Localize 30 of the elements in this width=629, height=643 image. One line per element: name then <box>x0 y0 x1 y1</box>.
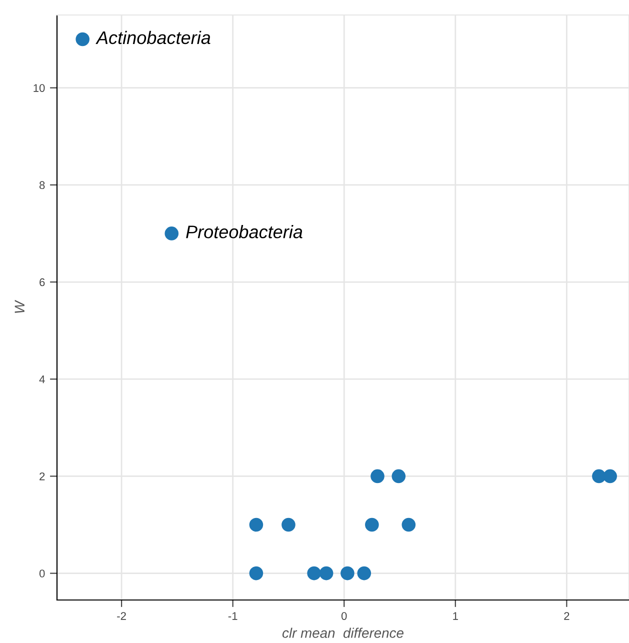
y-tick-label: 8 <box>40 181 45 190</box>
y-tick-label: 4 <box>39 375 45 384</box>
y-tick-label: 0 <box>39 570 45 578</box>
point <box>357 566 372 580</box>
x-tick-label: 0 <box>341 612 347 620</box>
annotation: Proteobacteria <box>186 225 302 238</box>
point <box>164 226 179 240</box>
point <box>392 469 406 484</box>
x-tick-label: 2 <box>564 612 570 620</box>
point <box>370 469 384 484</box>
x-tick-label: 1 <box>453 612 458 620</box>
x-tick-label: -2 <box>117 612 126 620</box>
point <box>76 32 90 46</box>
point <box>340 566 354 580</box>
point <box>402 518 416 532</box>
point <box>365 518 379 532</box>
point <box>603 469 617 484</box>
point <box>282 518 296 532</box>
y-tick-label: 2 <box>40 472 45 480</box>
y-tick-label: 10 <box>34 84 45 92</box>
point <box>307 566 321 580</box>
point <box>319 566 334 580</box>
annotation: Actinobacteria <box>96 30 210 44</box>
x-tick-label: -1 <box>228 612 238 620</box>
point <box>249 566 264 580</box>
point <box>249 518 264 532</box>
x-axis-title: clr mean difference <box>282 628 404 638</box>
y-axis-title: W <box>14 300 24 313</box>
point <box>592 469 606 484</box>
y-tick-label: 6 <box>40 278 45 286</box>
